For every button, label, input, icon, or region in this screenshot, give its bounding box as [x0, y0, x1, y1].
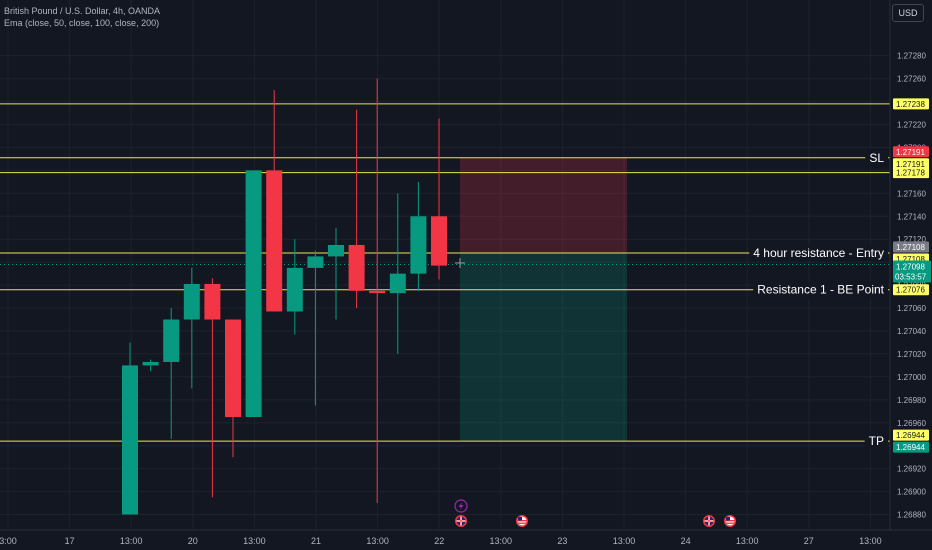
candle-body — [142, 361, 159, 366]
price-tick-label: 1.26960 — [897, 419, 926, 428]
us-flag-icon — [724, 515, 736, 527]
time-tick-label: 22 — [434, 536, 444, 546]
price-badge — [893, 158, 929, 170]
candle-body — [266, 170, 283, 312]
time-tick-label: 21 — [311, 536, 321, 546]
candle-body — [163, 319, 180, 362]
price-tick-label: 1.27220 — [897, 121, 926, 130]
time-tick-label: 24 — [681, 536, 691, 546]
candlesticks — [122, 78, 447, 515]
position-zones — [460, 157, 627, 442]
price-tick-label: 1.26880 — [897, 511, 926, 520]
level-label-bg — [865, 149, 888, 166]
countdown-label: 03:53:57 — [895, 272, 927, 281]
time-tick-label: 13:00 — [490, 536, 513, 546]
symbol-title: British Pound / U.S. Dollar, 4h, OANDA — [4, 6, 161, 16]
price-tick-label: 1.27140 — [897, 212, 926, 221]
time-tick-label: 27 — [804, 536, 814, 546]
time-tick-label: 3:00 — [0, 536, 17, 546]
time-tick-label: 13:00 — [120, 536, 143, 546]
candle-body — [348, 244, 365, 291]
price-badge — [893, 167, 929, 179]
price-tick-label: 1.27280 — [897, 52, 926, 61]
price-tick-label: 1.26980 — [897, 396, 926, 405]
current-price-label: 1.27098 — [896, 262, 925, 271]
price-badge-label: 1.26944 — [896, 431, 925, 440]
chart-grid — [0, 0, 890, 530]
level-label: 4 hour resistance - Entry — [753, 246, 884, 260]
candle-body — [431, 216, 447, 266]
price-badge-label: 1.27238 — [896, 100, 925, 109]
price-tick-label: 1.27260 — [897, 75, 926, 84]
price-badge — [893, 284, 929, 296]
price-badge-label: 1.27191 — [896, 148, 925, 157]
us-flag-icon — [516, 515, 528, 527]
candle-body — [328, 244, 344, 257]
current-price-badge — [893, 260, 931, 283]
candle-body — [245, 170, 262, 418]
price-badge — [893, 98, 929, 110]
price-tick-label: 1.26920 — [897, 465, 926, 474]
candle-body — [369, 290, 386, 294]
candle-body — [410, 216, 427, 274]
horizontal-levels: SL 4 hour resistance - Entry Resistance 1 … — [0, 103, 890, 450]
level-label: Resistance 1 - BE Point — [757, 283, 884, 297]
price-badge — [893, 146, 929, 158]
currency-button[interactable]: USD — [892, 4, 924, 22]
price-axis[interactable]: 1.272801.272601.272401.272201.272001.271… — [889, 0, 931, 530]
time-tick-label: 20 — [188, 536, 198, 546]
price-badge-label: 1.26944 — [896, 443, 925, 452]
event-markers — [454, 257, 736, 527]
time-tick-label: 13:00 — [243, 536, 266, 546]
price-tick-label: 1.27120 — [897, 235, 926, 244]
level-label-bg — [864, 433, 888, 450]
candle-body — [122, 365, 138, 515]
price-badge-label: 1.27178 — [896, 169, 925, 178]
price-badge-label: 1.27191 — [896, 160, 925, 169]
candle-body — [286, 267, 303, 312]
time-tick-label: 13:00 — [859, 536, 882, 546]
price-badge-label: 1.27108 — [896, 243, 925, 252]
candle-body — [225, 319, 241, 418]
time-tick-label: 13:00 — [613, 536, 636, 546]
uk-flag-icon — [703, 515, 715, 527]
uk-flag-icon — [455, 515, 467, 527]
price-tick-label: 1.27020 — [897, 350, 926, 359]
price-tick-label: 1.27000 — [897, 373, 926, 382]
time-tick-label: 13:00 — [366, 536, 389, 546]
price-badge-label: 1.27108 — [896, 255, 925, 264]
price-badge — [893, 441, 929, 453]
time-tick-label: 13:00 — [736, 536, 759, 546]
take-profit-zone — [460, 252, 627, 442]
candle-body — [307, 256, 324, 268]
candle-body — [183, 283, 200, 320]
price-badge-label: 1.27076 — [896, 286, 925, 295]
level-label-bg — [753, 281, 888, 298]
time-axis[interactable]: 3:00 17 13:00 20 13:00 21 13:00 22 13:00 23 13:00 2… — [0, 529, 932, 546]
candle-body — [389, 273, 406, 294]
price-tick-label: 1.27060 — [897, 304, 926, 313]
price-tick-label: 1.27160 — [897, 189, 926, 198]
lightning-icon — [454, 499, 468, 513]
price-tick-label: 1.27040 — [897, 327, 926, 336]
level-label: SL — [869, 151, 884, 165]
candle-body — [204, 283, 221, 320]
time-tick-label: 23 — [557, 536, 567, 546]
stop-loss-zone — [460, 157, 627, 253]
level-label-bg — [749, 244, 888, 261]
level-label: TP — [869, 434, 884, 448]
indicator-legend: Ema (close, 50, close, 100, close, 200) — [4, 18, 160, 28]
price-badge — [893, 429, 929, 441]
time-tick-label: 17 — [65, 536, 75, 546]
price-badge — [893, 241, 929, 253]
price-tick-label: 1.26900 — [897, 488, 926, 497]
